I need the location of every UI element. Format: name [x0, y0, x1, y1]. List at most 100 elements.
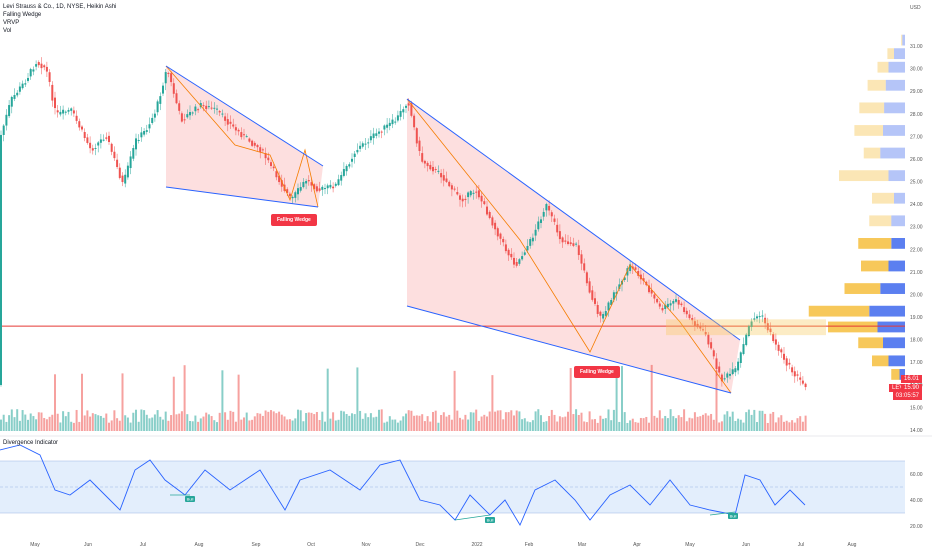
- candle-body: [529, 239, 532, 246]
- volume-bar: [580, 412, 583, 431]
- vp-bar-down: [872, 192, 894, 204]
- breakout-zone: [666, 319, 826, 336]
- volume-bar: [342, 411, 345, 431]
- candle-body: [467, 192, 470, 198]
- oscillator-title[interactable]: Divergence Indicator: [3, 440, 59, 446]
- candle-body: [510, 253, 513, 258]
- candle-body: [356, 149, 359, 153]
- vp-bar-down: [808, 305, 870, 317]
- indicator-vol-label[interactable]: Vol: [3, 28, 12, 34]
- volume-bar: [59, 422, 62, 431]
- volume-bar: [280, 414, 283, 431]
- volume-bar: [496, 410, 499, 431]
- candle-body: [70, 108, 73, 111]
- x-tick-label: Aug: [848, 542, 857, 548]
- volume-bar: [758, 410, 761, 431]
- candle-body: [702, 329, 704, 331]
- volume-bar: [585, 422, 588, 431]
- candle-body: [13, 94, 16, 99]
- candle-body: [45, 66, 48, 72]
- candle-body: [135, 138, 137, 150]
- candle-body: [380, 131, 383, 133]
- vp-bar-up: [899, 369, 905, 380]
- volume-bar: [750, 414, 753, 431]
- volume-bar: [791, 420, 794, 431]
- x-tick-label: Jun: [84, 542, 92, 548]
- vp-bar-down: [861, 260, 889, 272]
- candle-body: [661, 308, 664, 311]
- volume-bar: [264, 410, 267, 431]
- candle-body: [402, 109, 405, 113]
- y-tick-label: 30.00: [910, 67, 923, 73]
- volume-bar: [207, 414, 210, 431]
- volume-bar: [156, 410, 159, 431]
- volume-bar: [656, 417, 659, 431]
- volume-bar: [267, 411, 270, 431]
- candle-body: [99, 139, 102, 143]
- candle-body: [675, 299, 677, 302]
- candle-body: [140, 132, 143, 138]
- volume-bar: [375, 416, 378, 431]
- volume-bar: [685, 421, 688, 431]
- volume-bar: [399, 420, 402, 431]
- volume-bar: [540, 415, 542, 431]
- volume-bar: [94, 414, 97, 431]
- volume-bar: [664, 415, 667, 431]
- candle-body: [556, 224, 559, 233]
- volume-bar: [205, 412, 208, 431]
- volume-bar: [696, 416, 699, 431]
- ticker-label: LEVI: [888, 384, 908, 392]
- indicator-falling-wedge-label[interactable]: Falling Wedge: [3, 12, 42, 18]
- vp-bar-down: [877, 61, 889, 73]
- volume-bar: [405, 413, 407, 431]
- volume-bar: [610, 420, 613, 431]
- candle-body: [83, 132, 86, 139]
- volume-bar: [288, 419, 291, 431]
- vp-bar-up: [880, 283, 905, 294]
- candle-body: [178, 103, 181, 111]
- candle-body: [21, 83, 24, 89]
- volume-bar: [380, 409, 383, 431]
- vp-bar-down: [844, 283, 881, 294]
- volume-bar: [334, 420, 337, 431]
- volume-bar: [5, 421, 8, 431]
- vp-bar-down: [901, 34, 903, 46]
- volume-bar: [180, 411, 183, 431]
- y-tick-label: 26.00: [910, 157, 923, 163]
- volume-bar: [129, 422, 132, 431]
- vp-bar-down: [828, 321, 878, 333]
- candle-body: [445, 178, 448, 182]
- candle-body: [180, 113, 183, 122]
- indicator-vrvp-label[interactable]: VRVP: [3, 20, 20, 26]
- volume-bar: [453, 370, 456, 431]
- candle-body: [75, 115, 78, 121]
- candle-body: [305, 181, 308, 184]
- candle-body: [712, 350, 715, 357]
- volume-bar: [429, 421, 432, 431]
- oscillator-line: [0, 444, 806, 526]
- volume-bar: [521, 419, 524, 431]
- candle-body: [432, 166, 434, 172]
- volume-bar: [302, 421, 305, 431]
- volume-bar: [726, 411, 729, 431]
- vp-bar-up: [902, 34, 905, 46]
- volume-bar: [467, 419, 470, 431]
- candle-body: [91, 148, 94, 151]
- volume-bar: [637, 422, 640, 431]
- volume-bar: [761, 410, 764, 431]
- y-tick-label: 15.00: [910, 405, 923, 411]
- candle-body: [696, 323, 699, 328]
- candle-body: [59, 111, 62, 115]
- candle-body: [56, 110, 59, 113]
- volume-bar: [110, 420, 113, 431]
- volume-bar: [364, 413, 367, 431]
- candle-body: [237, 129, 240, 132]
- candle-body: [483, 201, 486, 205]
- wedge-zigzag-1: [165, 65, 319, 208]
- candle-body: [672, 300, 675, 304]
- volume-bar: [359, 410, 362, 431]
- candle-body: [113, 151, 116, 159]
- volume-bar: [642, 418, 645, 431]
- candle-body: [575, 243, 578, 245]
